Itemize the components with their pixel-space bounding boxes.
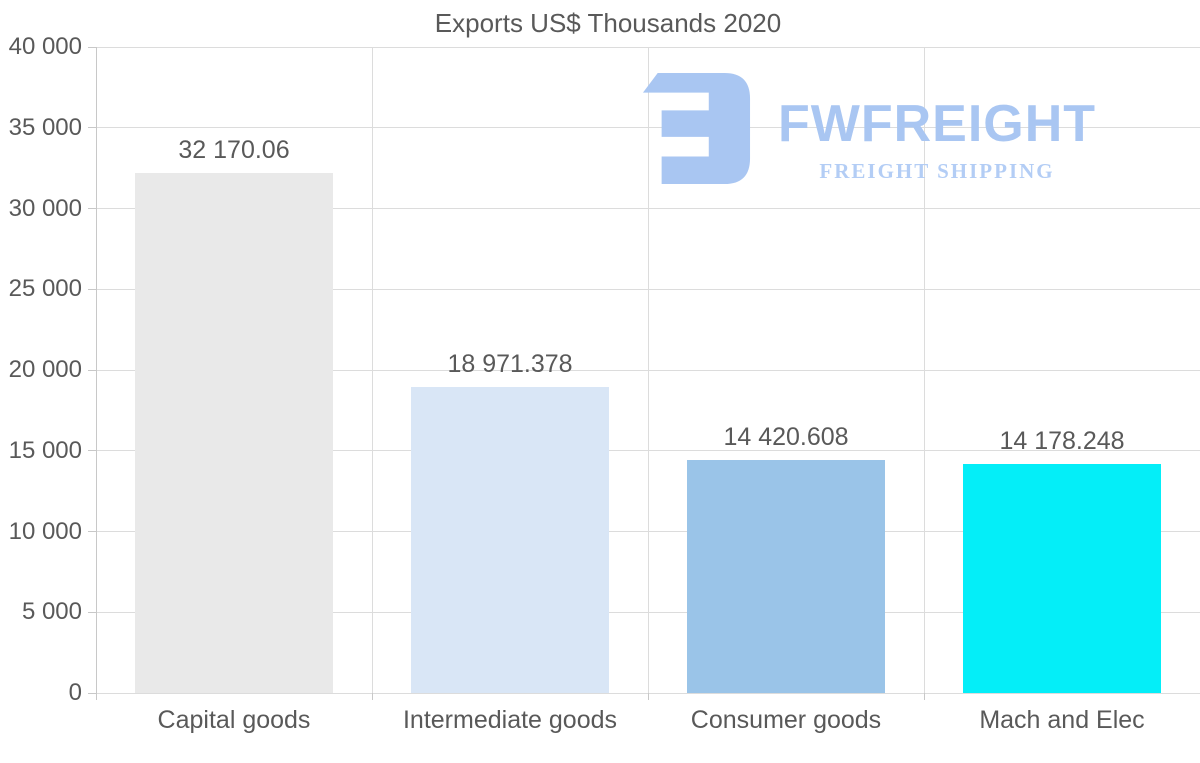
x-grid-line bbox=[923, 47, 925, 693]
bar-value-label: 18 971.378 bbox=[447, 349, 573, 378]
bar bbox=[687, 460, 885, 693]
y-axis-tick bbox=[88, 288, 96, 290]
x-grid-line bbox=[371, 47, 373, 693]
bar-value-label: 14 420.608 bbox=[723, 423, 849, 452]
bar-value-label: 32 170.06 bbox=[178, 136, 290, 165]
x-axis-tick bbox=[95, 693, 97, 700]
y-tick-label: 10 000 bbox=[8, 517, 82, 545]
y-tick-label: 35 000 bbox=[8, 113, 82, 141]
brand-logo: FWFREIGHT FREIGHT SHIPPING bbox=[641, 70, 1096, 187]
y-tick-label: 15 000 bbox=[8, 436, 82, 464]
bar-value-label: 14 178.248 bbox=[999, 427, 1125, 456]
y-tick-label: 5 000 bbox=[21, 598, 82, 626]
y-axis-tick bbox=[88, 611, 96, 613]
y-tick-label: 0 bbox=[68, 679, 82, 706]
bar bbox=[135, 173, 333, 693]
x-axis-labels: Capital goods Intermediate goods Consumer … bbox=[96, 706, 1200, 740]
y-tick-label: 40 000 bbox=[8, 33, 82, 60]
x-category-label: Consumer goods bbox=[690, 706, 882, 734]
y-axis-tick bbox=[88, 531, 96, 532]
chart-title: Exports US$ Thousands 2020 bbox=[434, 8, 782, 38]
y-tick-label: 25 000 bbox=[8, 275, 82, 303]
logo-text: FWFREIGHT FREIGHT SHIPPING bbox=[778, 98, 1096, 184]
bar bbox=[963, 464, 1161, 693]
plot-area: 32 170.06 18 971.378 14 420.608 14 178.248 bbox=[88, 46, 1200, 700]
x-axis-tick bbox=[371, 693, 373, 700]
y-axis-line bbox=[96, 47, 97, 700]
fw-logo-icon bbox=[642, 73, 751, 184]
y-tick-label: 20 000 bbox=[8, 356, 82, 383]
x-grid-line bbox=[647, 47, 649, 693]
logo-brand-name: FWFREIGHT bbox=[778, 95, 1097, 153]
y-axis-tick bbox=[88, 127, 96, 129]
x-axis-tick bbox=[647, 693, 649, 700]
x-axis-tick bbox=[923, 693, 925, 700]
y-axis-tick bbox=[88, 450, 96, 452]
bar bbox=[411, 386, 609, 693]
logo-tagline: FREIGHT SHIPPING bbox=[819, 159, 1055, 183]
x-category-label: Mach and Elec bbox=[979, 706, 1145, 734]
y-axis-tick bbox=[88, 692, 96, 694]
y-axis-labels: 0 5 000 10 000 15 000 20 000 25 000 30 000 35 0… bbox=[0, 34, 82, 706]
y-axis-tick bbox=[88, 369, 96, 371]
x-category-label: Intermediate goods bbox=[402, 706, 618, 734]
y-tick-label: 30 000 bbox=[8, 194, 82, 222]
y-axis-tick bbox=[88, 208, 96, 209]
x-category-label: Capital goods bbox=[157, 706, 311, 734]
y-axis-tick bbox=[88, 46, 96, 48]
